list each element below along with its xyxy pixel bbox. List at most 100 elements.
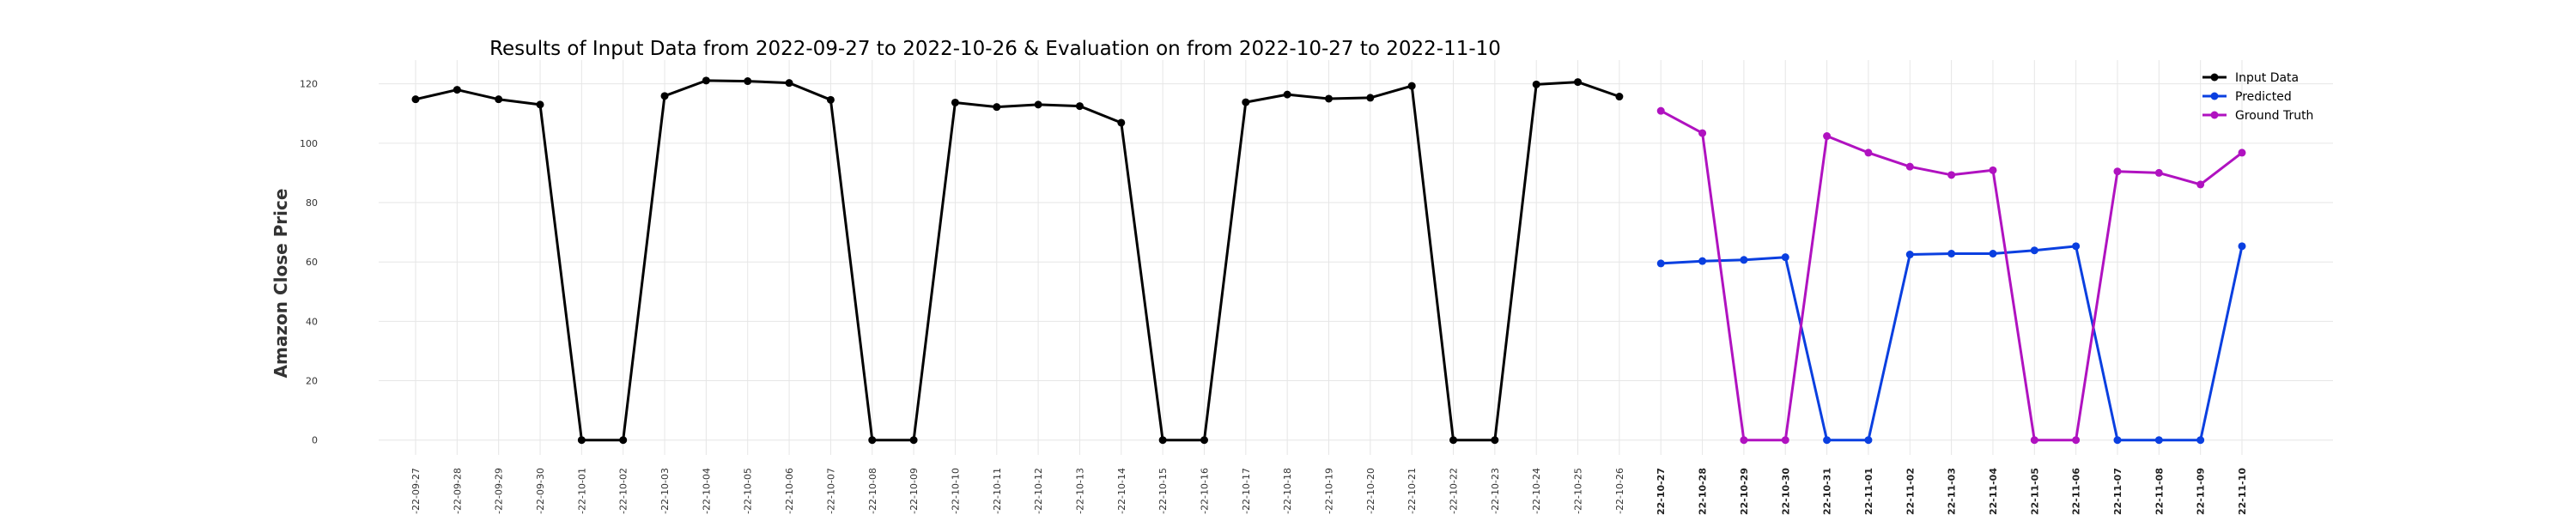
data-point bbox=[1325, 94, 1333, 103]
data-point bbox=[1449, 436, 1458, 445]
x-tick-label: -22-10-01 bbox=[576, 468, 587, 514]
data-point bbox=[2030, 436, 2038, 445]
x-tick-label: -22-10-03 bbox=[659, 468, 671, 514]
data-point bbox=[1781, 436, 1789, 445]
data-point bbox=[453, 86, 461, 94]
x-tick-label: -22-10-21 bbox=[1406, 468, 1418, 514]
data-point bbox=[495, 95, 503, 104]
x-tick-label: -22-10-10 bbox=[950, 468, 961, 514]
data-point bbox=[1075, 102, 1084, 111]
data-point bbox=[411, 95, 420, 104]
x-tick-label: -22-11-10 bbox=[2237, 468, 2248, 515]
data-point bbox=[1574, 78, 1583, 87]
data-point bbox=[2196, 436, 2205, 445]
series-ground-truth bbox=[1656, 106, 2246, 445]
x-tick-label: -22-10-05 bbox=[743, 468, 754, 514]
x-tick-label: -22-10-23 bbox=[1490, 468, 1501, 514]
x-tick-label: -22-10-27 bbox=[1656, 468, 1667, 515]
data-point bbox=[1366, 94, 1375, 102]
x-tick-label: -22-10-16 bbox=[1199, 468, 1210, 514]
data-point bbox=[619, 436, 628, 445]
x-tick-label: -22-10-18 bbox=[1282, 468, 1293, 514]
legend-marker bbox=[2210, 92, 2219, 100]
data-point bbox=[1781, 253, 1789, 262]
data-point bbox=[1740, 256, 1748, 264]
y-tick-label: 120 bbox=[300, 79, 318, 90]
data-point bbox=[1532, 80, 1540, 88]
data-point bbox=[1656, 106, 1665, 115]
legend-marker bbox=[2210, 73, 2219, 82]
data-point bbox=[2030, 246, 2038, 255]
x-tick-label: -22-10-28 bbox=[1698, 468, 1709, 515]
legend-item: Input Data bbox=[2202, 71, 2299, 85]
y-tick-label: 100 bbox=[300, 138, 318, 149]
x-tick-label: -22-10-12 bbox=[1033, 468, 1044, 514]
x-tick-label: -22-11-08 bbox=[2154, 468, 2165, 515]
y-tick-label: 80 bbox=[306, 197, 318, 209]
y-axis-ticks: 0 20 40 60 80 100 120 bbox=[300, 79, 318, 446]
x-tick-label: -22-09-28 bbox=[452, 468, 463, 514]
y-tick-label: 20 bbox=[306, 376, 318, 387]
x-tick-label: -22-10-26 bbox=[1614, 468, 1625, 514]
legend-marker bbox=[2210, 111, 2219, 119]
series-lines bbox=[411, 76, 2246, 445]
x-tick-label: -22-11-07 bbox=[2112, 468, 2123, 515]
y-tick-label: 0 bbox=[312, 435, 318, 446]
legend-item: Ground Truth bbox=[2202, 109, 2313, 123]
data-point bbox=[577, 436, 586, 445]
x-tick-label: -22-10-11 bbox=[992, 468, 1003, 514]
data-point bbox=[2238, 148, 2246, 157]
data-point bbox=[2113, 436, 2122, 445]
x-tick-label: -22-11-02 bbox=[1905, 468, 1916, 515]
data-point bbox=[1864, 436, 1873, 445]
x-tick-label: -22-09-29 bbox=[494, 468, 505, 514]
x-tick-label: -22-10-17 bbox=[1241, 468, 1252, 514]
data-point bbox=[1615, 93, 1624, 101]
legend-label: Input Data bbox=[2235, 71, 2299, 85]
data-point bbox=[2154, 436, 2163, 445]
x-tick-label: -22-11-04 bbox=[1988, 468, 1999, 515]
data-point bbox=[536, 100, 544, 109]
chart-title: Results of Input Data from 2022-09-27 to… bbox=[489, 38, 1501, 60]
x-tick-label: -22-11-09 bbox=[2196, 468, 2207, 515]
data-point bbox=[1905, 251, 1914, 259]
data-point bbox=[1158, 436, 1167, 445]
data-point bbox=[1200, 436, 1208, 445]
data-point bbox=[2072, 242, 2081, 251]
data-point bbox=[951, 98, 959, 106]
x-tick-label: -22-11-06 bbox=[2071, 468, 2082, 515]
series-input-data bbox=[411, 76, 1624, 445]
data-point bbox=[2238, 242, 2246, 251]
x-tick-label: -22-10-20 bbox=[1365, 468, 1376, 514]
x-tick-label: -22-10-13 bbox=[1074, 468, 1085, 514]
data-point bbox=[744, 77, 752, 86]
data-point bbox=[1823, 132, 1832, 141]
data-point bbox=[1283, 90, 1291, 99]
data-point bbox=[1407, 82, 1416, 90]
data-point bbox=[2072, 436, 2081, 445]
data-point bbox=[1947, 171, 1956, 179]
series-line bbox=[415, 79, 1620, 442]
y-tick-label: 40 bbox=[306, 316, 318, 327]
data-point bbox=[1698, 129, 1707, 137]
x-tick-label: -22-10-25 bbox=[1573, 468, 1584, 514]
data-point bbox=[1034, 100, 1042, 109]
x-axis-ticks: -22-09-27 -22-09-28 -22-09-29 -22-09-30 -22-… bbox=[410, 468, 2248, 515]
legend: Input Data Predicted Ground Truth bbox=[2202, 71, 2313, 123]
x-tick-label: -22-10-29 bbox=[1739, 468, 1750, 515]
x-tick-label: -22-10-14 bbox=[1116, 468, 1127, 514]
data-point bbox=[660, 92, 669, 100]
legend-item: Predicted bbox=[2202, 90, 2292, 104]
data-point bbox=[1242, 98, 1250, 106]
data-point bbox=[909, 436, 918, 445]
legend-label: Ground Truth bbox=[2235, 109, 2313, 123]
x-tick-label: -22-10-08 bbox=[867, 468, 878, 514]
y-tick-label: 60 bbox=[306, 257, 318, 268]
x-tick-label: -22-10-15 bbox=[1157, 468, 1169, 514]
x-tick-label: -22-09-30 bbox=[535, 468, 546, 514]
x-tick-label: -22-11-03 bbox=[1947, 468, 1958, 515]
data-point bbox=[2154, 168, 2163, 177]
grid bbox=[379, 60, 2333, 455]
data-point bbox=[826, 95, 835, 104]
